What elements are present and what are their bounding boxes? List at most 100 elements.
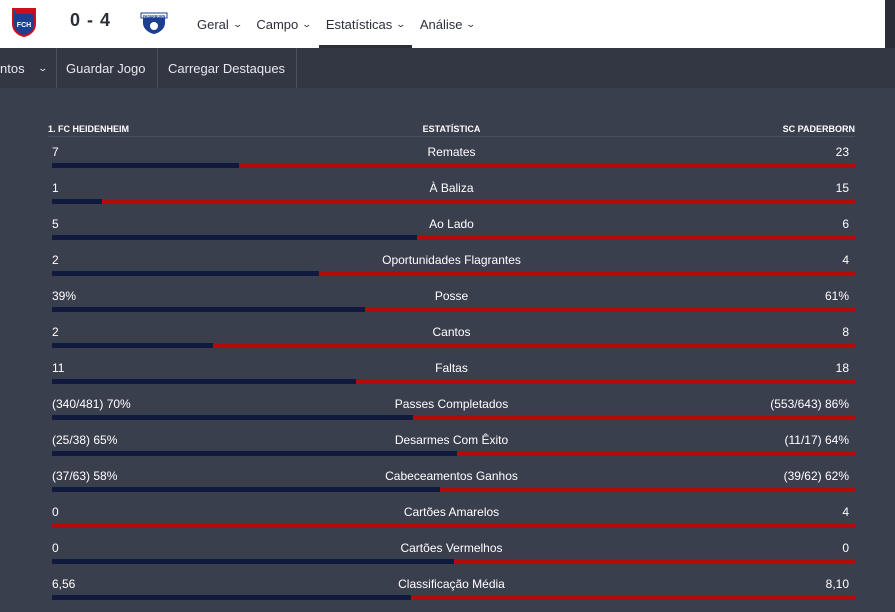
- home-share-fill: [52, 271, 320, 276]
- comparison-bar: [52, 199, 855, 204]
- stat-column-title: ESTATÍSTICA: [422, 124, 481, 134]
- home-value: 11: [52, 361, 65, 375]
- stat-row: 1 À Baliza 15: [48, 173, 855, 209]
- away-value: (553/643) 86%: [770, 397, 849, 411]
- divider: [296, 48, 297, 88]
- home-value: 2: [52, 325, 59, 339]
- nav-geral-label: Geral: [197, 16, 229, 32]
- home-share-fill: [52, 343, 213, 348]
- stat-row: (340/481) 70% Passes Completados (553/643)…: [48, 389, 855, 425]
- match-toolbar: ntos ⌄ Guardar Jogo Carregar Destaques: [0, 48, 895, 88]
- home-value: 6,56: [52, 577, 76, 591]
- nav-estatisticas-label: Estatísticas: [325, 16, 393, 32]
- home-value: 1: [52, 181, 59, 195]
- home-share-fill: [52, 415, 413, 420]
- home-value: (37/63) 58%: [52, 469, 118, 483]
- comparison-bar: [52, 487, 855, 492]
- chevron-down-icon: ⌄: [232, 18, 243, 29]
- stat-row: 6,56 Classificação Média 8,10: [48, 569, 855, 605]
- comparison-bar: [52, 523, 855, 528]
- away-value: 0: [842, 541, 849, 555]
- stat-label: Cartões Vermelhos: [400, 541, 503, 555]
- stat-label: Oportunidades Flagrantes: [382, 253, 521, 267]
- away-value: 61%: [824, 289, 849, 303]
- comparison-bar: [52, 307, 855, 312]
- stat-row: (25/38) 65% Desarmes Com Êxito (11/17) 64%: [48, 425, 855, 461]
- stat-label: Cabeceamentos Ganhos: [385, 469, 518, 483]
- away-crest-text: PADERBORN: [143, 15, 166, 19]
- view-dropdown-label: ntos: [0, 60, 25, 76]
- stat-row: 2 Cantos 8: [48, 317, 855, 353]
- stat-label: À Baliza: [429, 181, 474, 195]
- match-stats-table: 1. FC HEIDENHEIM ESTATÍSTICA SC PADERBOR…: [48, 116, 855, 605]
- home-value: 0: [52, 541, 59, 555]
- divider: [157, 48, 158, 88]
- nav-estatisticas[interactable]: Estatísticas ⌄: [318, 0, 412, 48]
- stat-label: Ao Lado: [429, 217, 474, 231]
- comparison-bar: [52, 451, 855, 456]
- home-value: 0: [52, 505, 59, 519]
- home-value: 5: [52, 217, 59, 231]
- home-value: (25/38) 65%: [52, 433, 118, 447]
- home-value: 39%: [52, 289, 77, 303]
- stat-row: (37/63) 58% Cabeceamentos Ganhos (39/62) 6…: [48, 461, 855, 497]
- away-team-crest[interactable]: PADERBORN: [139, 9, 169, 40]
- away-value: 8: [842, 325, 849, 339]
- away-value: 4: [842, 505, 849, 519]
- stat-label: Cartões Amarelos: [403, 505, 500, 519]
- home-value: (340/481) 70%: [52, 397, 131, 411]
- stat-row: 11 Faltas 18: [48, 353, 855, 389]
- stat-row: 2 Oportunidades Flagrantes 4: [48, 245, 855, 281]
- match-score: 0 - 4: [70, 10, 112, 30]
- divider: [56, 48, 57, 88]
- comparison-bar: [52, 271, 855, 276]
- nav-campo[interactable]: Campo ⌄: [249, 0, 317, 48]
- comparison-bar: [52, 559, 855, 564]
- comparison-bar: [52, 343, 855, 348]
- home-share-fill: [52, 379, 357, 384]
- away-value: 18: [835, 361, 849, 375]
- away-value: (11/17) 64%: [784, 433, 849, 447]
- away-value: 8,10: [825, 577, 849, 591]
- match-header: FCH 0 - 4 PADERBORN Geral ⌄ Campo ⌄ Esta…: [0, 0, 885, 48]
- stat-label: Posse: [434, 289, 469, 303]
- chevron-down-icon: ⌄: [301, 18, 313, 29]
- nav-analise-label: Análise: [419, 16, 463, 32]
- stat-label: Desarmes Com Êxito: [394, 433, 509, 447]
- home-share-fill: [52, 595, 411, 600]
- stat-label: Passes Completados: [394, 397, 509, 411]
- home-share-fill: [52, 235, 418, 240]
- load-highlights-label: Carregar Destaques: [168, 60, 286, 76]
- home-crest-text: FCH: [17, 22, 31, 29]
- stats-rows: 7 Remates 23 1 À Baliza 15 5 Ao Lado 6 2 Oportunid…: [48, 137, 855, 605]
- home-share-fill: [52, 163, 240, 168]
- comparison-bar: [52, 415, 855, 420]
- stat-row: 39% Posse 61%: [48, 281, 855, 317]
- home-value: 7: [52, 145, 59, 159]
- comparison-bar: [52, 235, 855, 240]
- match-nav: Geral ⌄ Campo ⌄ Estatísticas ⌄ Análise ⌄: [190, 0, 483, 48]
- nav-geral[interactable]: Geral ⌄: [190, 0, 248, 48]
- save-game-button[interactable]: Guardar Jogo: [66, 48, 146, 88]
- stat-row: 5 Ao Lado 6: [48, 209, 855, 245]
- away-value: (39/62) 62%: [783, 469, 849, 483]
- stats-header: 1. FC HEIDENHEIM ESTATÍSTICA SC PADERBOR…: [48, 116, 855, 137]
- home-team-crest[interactable]: FCH: [11, 7, 37, 42]
- window-edge: [885, 0, 895, 48]
- away-value: 15: [835, 181, 849, 195]
- stat-label: Cantos: [432, 325, 471, 339]
- home-share-fill: [52, 307, 366, 312]
- home-share-fill: [52, 559, 454, 564]
- nav-campo-label: Campo: [256, 16, 299, 32]
- stat-row: 0 Cartões Amarelos 4: [48, 497, 855, 533]
- stat-row: 7 Remates 23: [48, 137, 855, 173]
- stat-row: 0 Cartões Vermelhos 0: [48, 533, 855, 569]
- save-game-label: Guardar Jogo: [66, 60, 146, 76]
- load-highlights-button[interactable]: Carregar Destaques: [168, 48, 285, 88]
- home-share-fill: [52, 199, 103, 204]
- comparison-bar: [52, 163, 855, 168]
- stat-label: Classificação Média: [398, 577, 505, 591]
- away-value: 23: [835, 145, 849, 159]
- view-dropdown[interactable]: ntos ⌄: [0, 48, 56, 88]
- nav-analise[interactable]: Análise ⌄: [413, 0, 482, 48]
